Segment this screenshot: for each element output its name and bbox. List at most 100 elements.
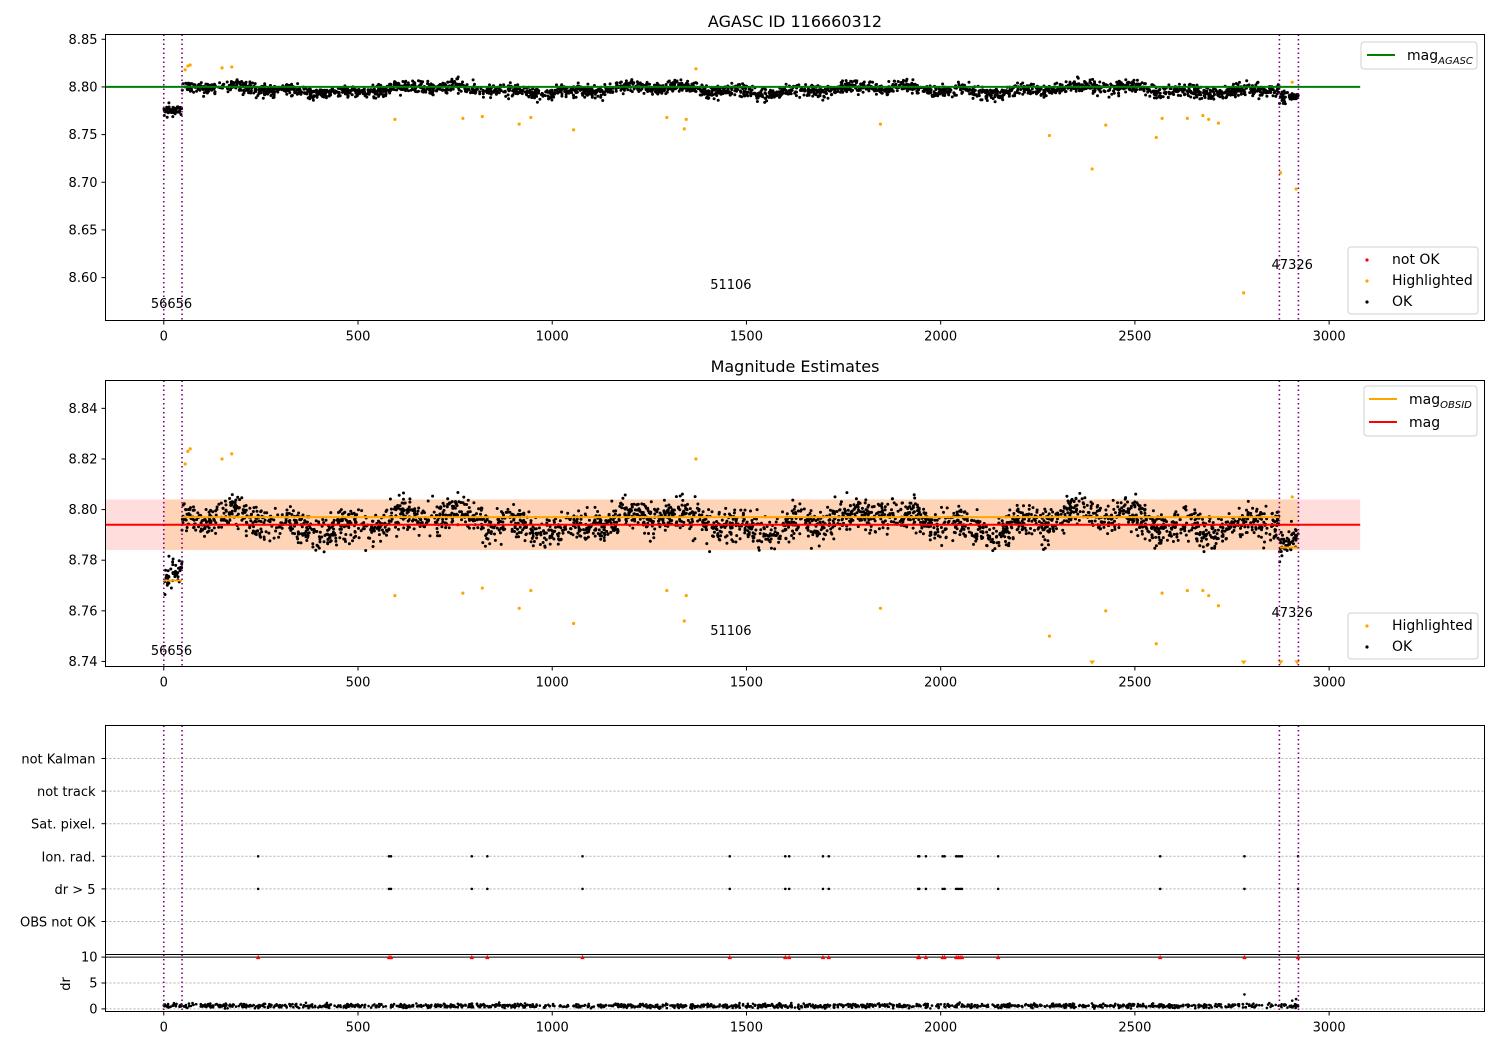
ok-point	[1110, 529, 1114, 532]
ok-point	[1082, 505, 1086, 509]
ok-point	[569, 527, 572, 531]
ok-point	[1092, 83, 1096, 87]
ok-point	[483, 544, 487, 548]
ok-point	[820, 90, 824, 93]
ok-point	[871, 80, 875, 84]
ok-point	[446, 80, 450, 84]
ok-point	[478, 92, 482, 96]
ok-point	[532, 92, 536, 96]
ok-point	[220, 525, 224, 529]
ok-point	[1004, 91, 1008, 95]
ok-point	[218, 81, 222, 85]
ok-point	[1018, 530, 1022, 534]
ok-point	[984, 91, 988, 95]
ok-point	[1168, 92, 1172, 96]
ok-point	[651, 92, 654, 96]
ok-point	[173, 112, 177, 116]
ok-point	[911, 78, 915, 82]
ok-point	[296, 541, 300, 545]
ok-point	[1215, 91, 1219, 95]
ok-point	[271, 91, 275, 95]
ok-point	[688, 512, 691, 516]
ok-point	[934, 88, 938, 91]
ok-point	[908, 501, 912, 505]
highlighted-point	[220, 66, 224, 70]
ok-point	[373, 525, 377, 529]
ok-point	[1044, 525, 1048, 529]
x-tick-label: 500	[346, 676, 371, 691]
ok-point	[692, 513, 696, 516]
ok-point	[295, 535, 299, 539]
ok-point	[614, 87, 618, 91]
ok-point	[426, 499, 430, 503]
ok-point	[350, 93, 354, 97]
ok-point	[296, 82, 300, 86]
highlighted-point	[480, 114, 484, 119]
ok-point	[459, 89, 463, 93]
ok-point	[981, 89, 985, 93]
ok-point	[347, 90, 351, 94]
ok-point	[371, 519, 375, 523]
ok-point	[746, 94, 750, 98]
ok-point	[1159, 513, 1163, 517]
ok-point	[1074, 89, 1078, 93]
ok-point	[768, 90, 772, 94]
ok-point	[1221, 539, 1225, 543]
ok-point	[428, 534, 432, 538]
ok-point	[1234, 91, 1238, 95]
ok-point	[610, 499, 614, 503]
ok-point	[789, 92, 793, 96]
ok-point	[575, 535, 579, 539]
highlighted-point	[1047, 133, 1052, 138]
ok-point	[325, 88, 329, 92]
ok-point	[516, 91, 520, 94]
ok-point	[299, 541, 303, 545]
ok-point	[960, 91, 964, 95]
ok-point	[210, 83, 214, 87]
ok-point	[1000, 95, 1004, 99]
highlighted-point	[230, 65, 234, 69]
ok-point	[653, 87, 656, 91]
ok-point	[864, 528, 868, 532]
ok-point	[919, 520, 922, 524]
ok-point	[1271, 518, 1275, 522]
ok-point	[688, 507, 692, 511]
ok-point	[1059, 512, 1063, 516]
ok-point	[795, 528, 799, 532]
ok-point	[833, 495, 837, 499]
ok-point	[710, 91, 714, 95]
ok-point	[556, 91, 560, 95]
highlighted-point	[393, 117, 397, 121]
ok-point	[550, 88, 554, 92]
ok-point	[864, 87, 868, 91]
ok-point	[762, 526, 766, 530]
ok-point	[251, 510, 255, 513]
ok-point	[1004, 540, 1007, 543]
ok-point	[754, 528, 758, 532]
ok-point	[1199, 93, 1203, 97]
ok-point	[381, 93, 385, 97]
highlighted-point	[461, 116, 465, 120]
ok-point	[548, 91, 552, 95]
ok-point	[261, 96, 265, 100]
ok-point	[1287, 94, 1291, 98]
ok-point	[966, 526, 970, 530]
ok-point	[1124, 78, 1128, 82]
ok-point	[1016, 81, 1019, 85]
ok-point	[617, 517, 621, 521]
ok-point	[936, 94, 940, 98]
ok-point	[946, 521, 950, 524]
ok-point	[907, 505, 911, 509]
ok-point	[226, 90, 230, 94]
ok-point	[1110, 92, 1114, 96]
ok-point	[1103, 520, 1106, 524]
ok-point	[567, 91, 571, 95]
ok-point	[432, 510, 436, 514]
ok-point	[402, 491, 405, 495]
ok-point	[169, 107, 172, 111]
ok-point	[231, 80, 235, 84]
ok-point	[285, 92, 289, 96]
ok-point	[874, 530, 877, 534]
ok-point	[636, 521, 640, 525]
ok-point	[1087, 519, 1091, 523]
